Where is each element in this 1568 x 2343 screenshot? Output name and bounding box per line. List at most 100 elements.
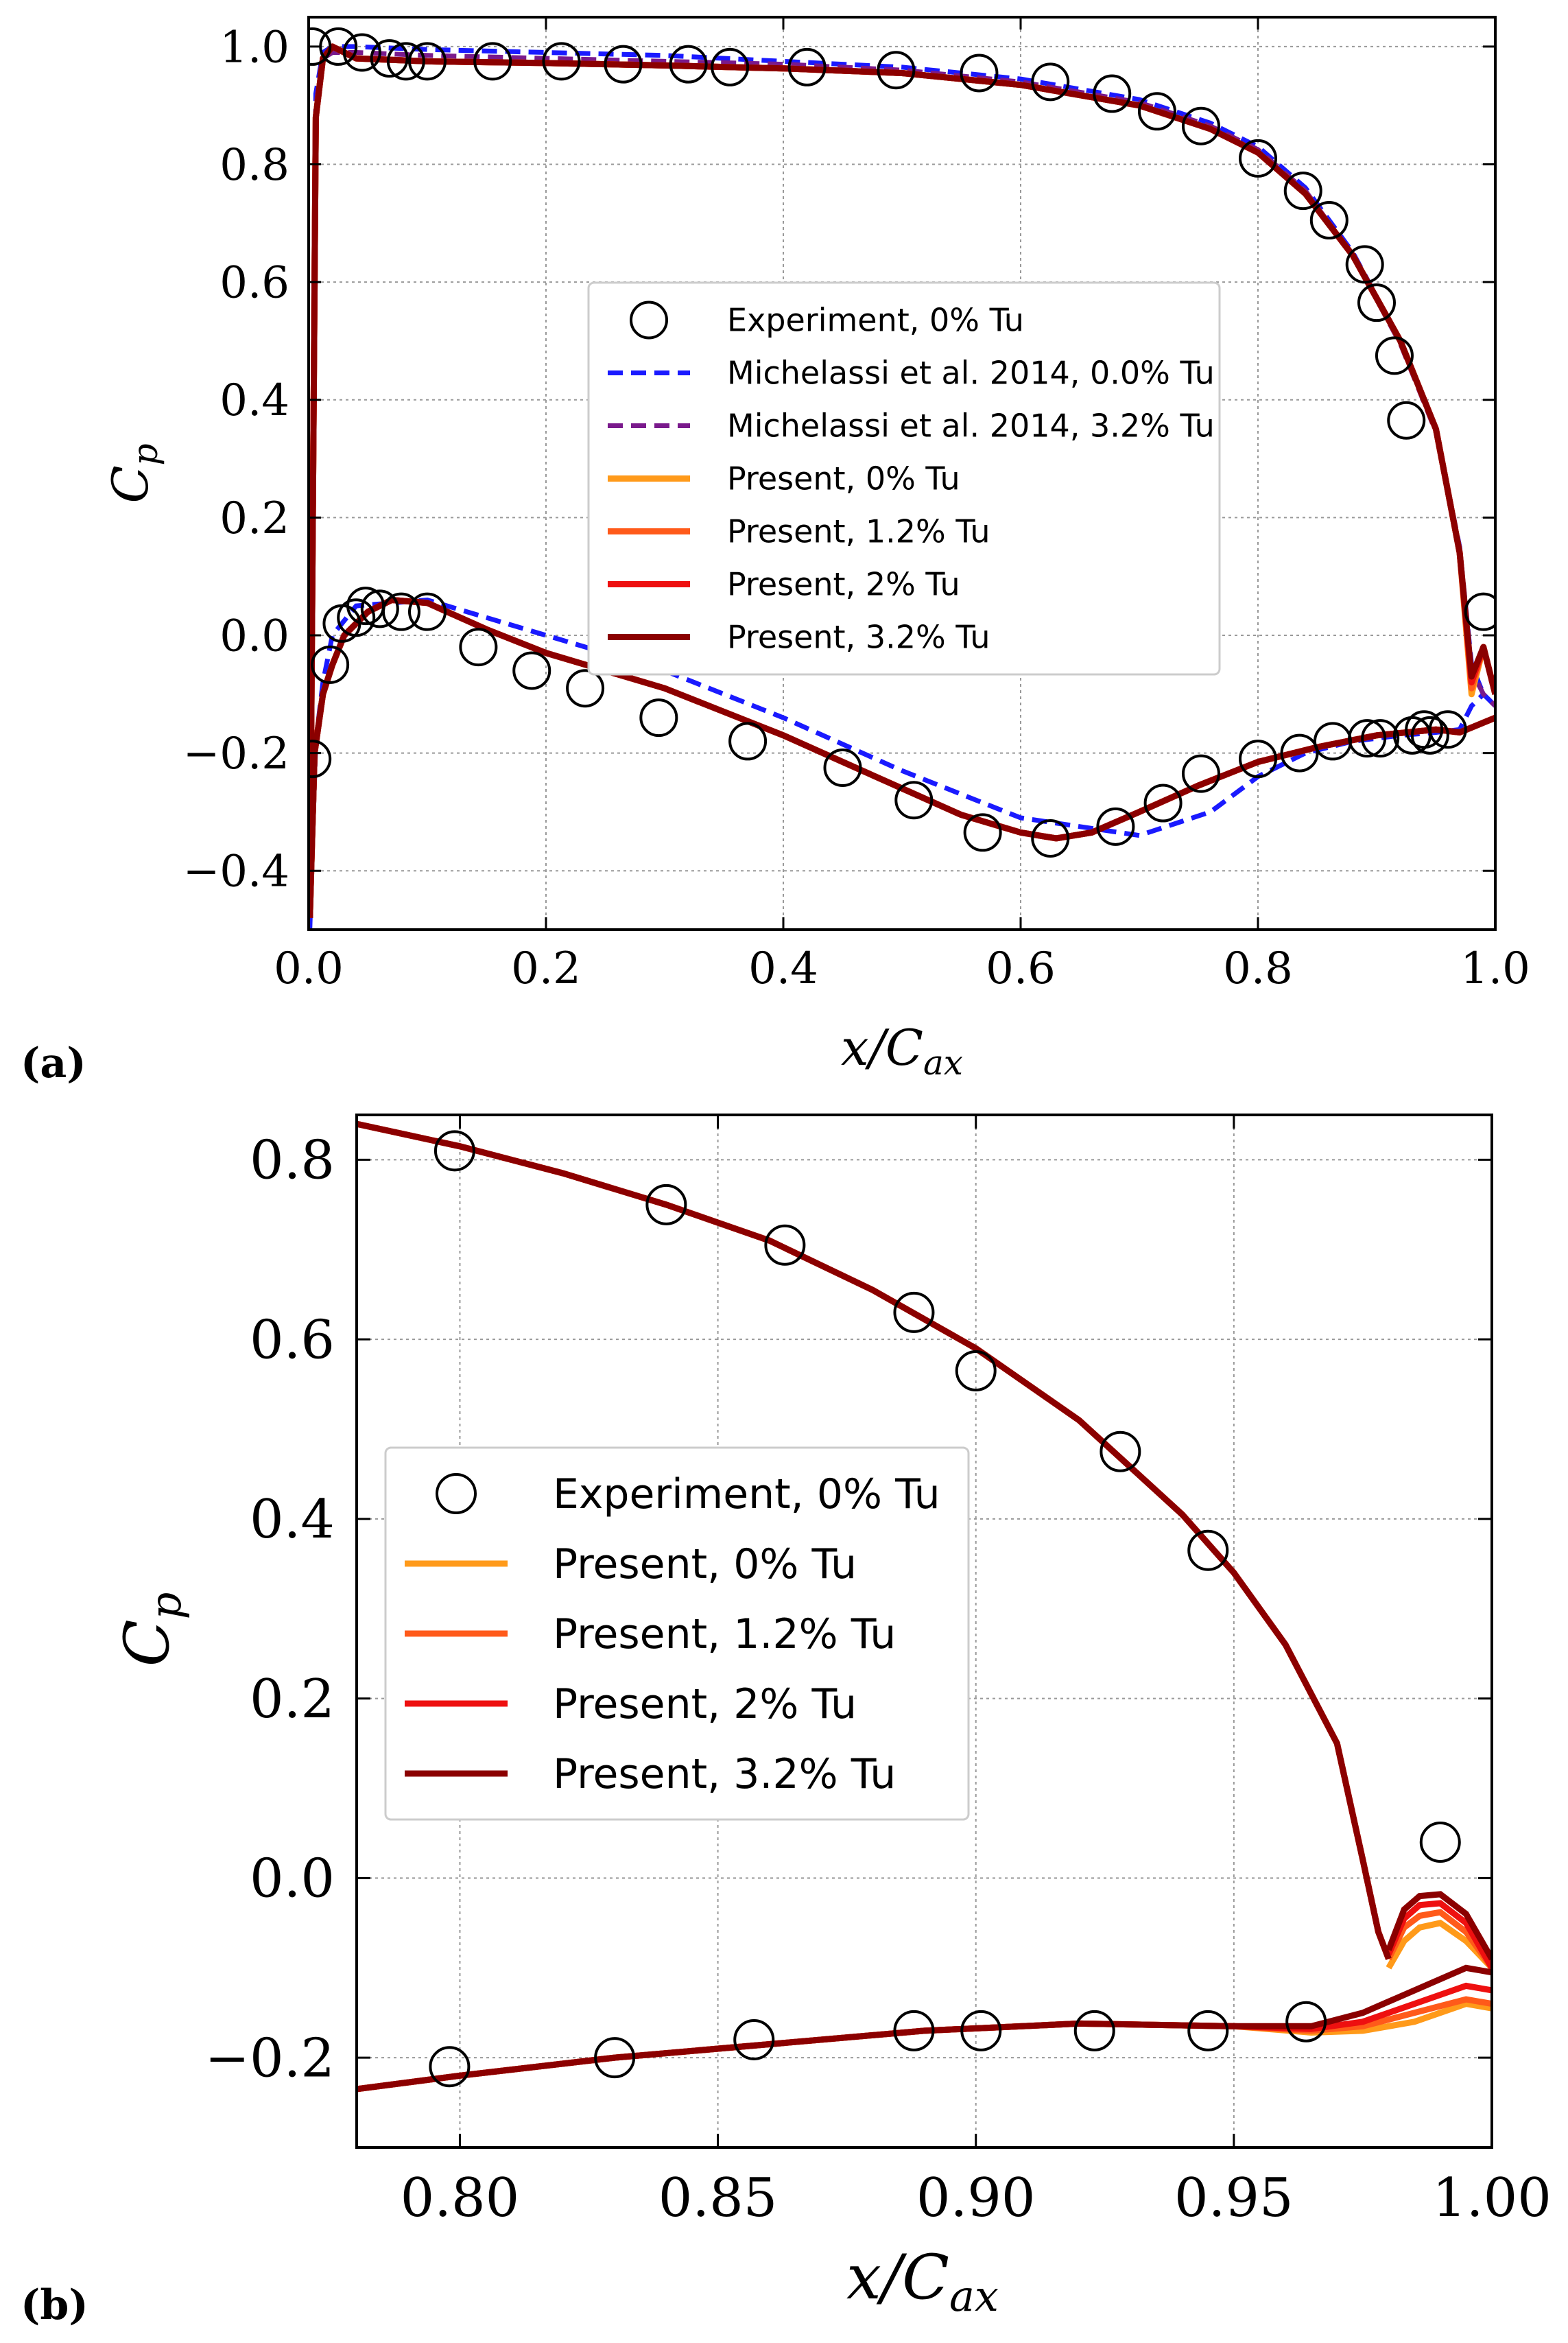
panel-a-experiment-point-13	[823, 749, 862, 788]
panel-a-ytick-label-1: −0.2	[183, 729, 289, 779]
panel-b-experiment-point-1	[645, 1184, 687, 1225]
panel-a-experiment-point-17	[1096, 807, 1135, 846]
panel-a-experiment-point-3	[337, 598, 376, 637]
panel-a-experiment-point-26	[1410, 716, 1449, 755]
panel-a-experiment-point-12	[728, 722, 768, 761]
panel-a-experiment-point-28	[309, 27, 332, 66]
panel-b-xtick-label-2: 0.90	[916, 2167, 1036, 2229]
panel-a-experiment-point-53	[1405, 710, 1444, 749]
panel-a-experiment-point-21	[1280, 733, 1319, 773]
panel-a-xtick-label-2: 0.4	[748, 943, 818, 994]
panel-b-legend-label-4: Present, 3.2% Tu	[553, 1750, 896, 1798]
panel-a-experiment-point-48	[1309, 201, 1349, 240]
panel-a-xlabel: x/Cax	[841, 1019, 963, 1083]
panel-b-frame	[355, 1114, 1493, 2149]
panel-a-experiment-point-11	[639, 698, 678, 738]
panel-b-series-3-trailing-edge	[1386, 1891, 1492, 1961]
panel-b-ytick-label-3: 0.4	[250, 1489, 335, 1551]
panel-a-experiment-point-47	[1283, 172, 1322, 211]
panel-a-experiment-point-41	[960, 54, 999, 93]
panel-b-experiment-point-2	[764, 1224, 806, 1266]
panel-a-experiment-point-0	[309, 740, 332, 779]
panel-b-legend-label-0: Experiment, 0% Tu	[553, 1470, 940, 1518]
panel-a-experiment-point-10	[566, 669, 605, 708]
panel-b-ylabel: Cp	[111, 1592, 191, 1667]
panel-a-experiment-point-7	[408, 592, 447, 631]
panel-a-label: (a)	[21, 1039, 86, 1087]
panel-b-ytick-label-5: 0.8	[250, 1130, 335, 1192]
panel-a-legend-label-4: Present, 1.2% Tu	[727, 513, 990, 550]
panel-b-xtick-label-0: 0.80	[401, 2167, 520, 2229]
panel-a-legend-box	[587, 281, 1221, 676]
panel-b-ytick-label-2: 0.2	[250, 1669, 335, 1730]
panel-a-legend-label-3: Present, 0% Tu	[727, 460, 960, 497]
panel-a-experiment-point-34	[473, 42, 512, 81]
panel-a-legend-handle-0	[630, 301, 668, 340]
panel-a-experiment-point-42	[1031, 62, 1070, 102]
panel-b-series	[357, 1120, 1492, 2093]
panel-a-ytick-label-0: −0.4	[183, 847, 289, 897]
panel-b-experiment-point-0	[433, 1130, 475, 1172]
panel-a-experiment-point-33	[408, 42, 447, 81]
panel-a-experiment-point-16	[1031, 819, 1070, 858]
panel-a-ylabel-sub: p	[126, 443, 165, 465]
panel-b: 0.80 0.85 0.90 0.95 1.00−0.20.00.20.40.60.8 …	[21, 1114, 1552, 2329]
panel-b-xlabel: x/Cax	[846, 2241, 999, 2321]
panel-b-series-1-trailing-edge	[1386, 1909, 1492, 1970]
panel-b-xtick-label-4: 1.00	[1432, 2167, 1552, 2229]
panel-a-experiment-point-37	[669, 45, 708, 84]
panel-a-experiment-point-6	[381, 592, 420, 631]
panel-a-xlabel-main: x/C	[841, 1019, 923, 1076]
panel-a-legend: Experiment, 0% Tu Michelassi et al. 2014,…	[587, 281, 1221, 676]
panel-a-legend-label-1: Michelassi et al. 2014, 0.0% Tu	[727, 355, 1215, 392]
panel-b-series-3-pressure	[357, 1964, 1492, 2093]
panel-a: 0.0 0.2 0.4 0.6 0.8 1.0 −0.4 −0.2 0.0 0.2 0.4 0.6 0.…	[21, 16, 1530, 1087]
panel-b-experiment-point-13	[1073, 2010, 1115, 2051]
panel-b-legend-box	[384, 1446, 970, 1821]
panel-a-ylabel: Cp	[102, 443, 165, 503]
panel-a-xtick-label-1: 0.2	[511, 943, 581, 994]
panel-b-ylabel-main: C	[111, 1619, 183, 1667]
panel-a-frame	[307, 16, 1497, 931]
panel-a-experiment-point-36	[604, 45, 643, 84]
panel-b-experiment-point-7	[1419, 1822, 1461, 1863]
panel-a-experiment-point-5	[360, 589, 399, 628]
panel-b-legend-label-2: Present, 1.2% Tu	[553, 1610, 896, 1658]
panel-b-ylabel-sub: p	[141, 1592, 191, 1620]
panel-a-experiment-point-8	[459, 628, 498, 667]
panel-b-experiment-point-11	[893, 2010, 935, 2051]
panel-b-ytick-label-0: −0.2	[205, 2027, 335, 2089]
panel-b-experiment-point-8	[429, 2046, 471, 2088]
panel-a-ytick-label-7: 1.0	[219, 22, 289, 73]
panel-b-ytick-label-4: 0.6	[250, 1309, 335, 1371]
panel-b-experiment-point-4	[955, 1350, 997, 1391]
panel-a-experiment-point-24	[1361, 719, 1400, 758]
panel-a-experiment-point-38	[711, 47, 750, 86]
panel-b-experiment-point-3	[893, 1291, 935, 1333]
panel-b-experiment-point-5	[1100, 1430, 1141, 1472]
panel-b-xtick-label-3: 0.95	[1174, 2167, 1294, 2229]
panel-a-experiment-point-35	[542, 42, 581, 81]
panel-a-legend-label-2: Michelassi et al. 2014, 3.2% Tu	[727, 408, 1215, 445]
panel-a-experiment-point-15	[963, 813, 1002, 852]
panel-a-ytick-label-6: 0.8	[219, 140, 289, 191]
panel-a-experiment-point-18	[1143, 784, 1183, 823]
panel-a-xtick-label-3: 0.6	[986, 943, 1056, 994]
panel-a-legend-label-5: Present, 2% Tu	[727, 566, 960, 603]
panel-b-experiment-point-6	[1187, 1529, 1229, 1571]
panel-b-legend: Experiment, 0% Tu Present, 0% Tu Present, …	[384, 1446, 970, 1821]
panel-a-experiment-point-49	[1345, 245, 1384, 284]
panel-b-series-2-pressure	[357, 1982, 1492, 2093]
panel-a-experiment-point-46	[1239, 139, 1277, 178]
panel-b-series-0-trailing-edge	[1386, 1919, 1492, 1970]
panel-a-ytick-label-2: 0.0	[219, 611, 289, 661]
panel-b-legend-label-1: Present, 0% Tu	[553, 1540, 857, 1588]
panel-b-legend-label-3: Present, 2% Tu	[553, 1680, 857, 1728]
panel-a-experiment-point-32	[386, 42, 425, 81]
panel-a-experiment-point-20	[1239, 740, 1277, 779]
panel-a-experiment-point-39	[787, 47, 827, 86]
panel-b-experiment-point-9	[594, 2037, 636, 2079]
panel-a-experiment-point-40	[877, 51, 916, 90]
panel-b-series-3-suction	[357, 1120, 1392, 1960]
panel-a-experiment-point-54	[1428, 710, 1467, 749]
